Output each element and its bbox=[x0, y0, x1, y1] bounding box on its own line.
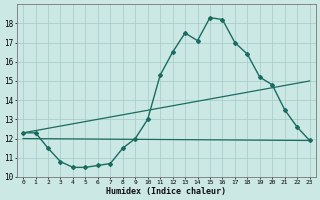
X-axis label: Humidex (Indice chaleur): Humidex (Indice chaleur) bbox=[106, 187, 226, 196]
